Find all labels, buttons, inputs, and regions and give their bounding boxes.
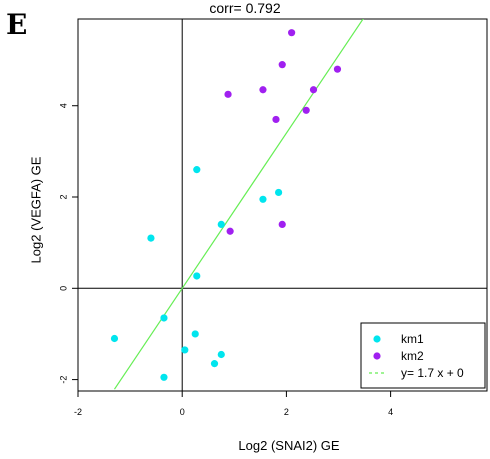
km2-point [259,86,267,94]
legend-label-km2: km2 [401,349,424,363]
km1-point [210,360,219,368]
km1-point [193,272,201,280]
legend-label-km1: km1 [401,332,424,346]
legend-label-fit: y= 1.7 x + 0 [401,366,464,380]
km1-point [259,195,267,203]
km2-point [302,106,310,114]
y-tick-label: -2 [58,376,68,384]
km1-point [274,188,283,197]
legend-marker-km2 [373,352,381,360]
km2-point [224,90,232,98]
km1-point [217,350,225,359]
km2-point [333,65,342,73]
km1-point [110,334,119,343]
legend-marker-km1 [373,335,381,343]
km1-point [193,166,201,174]
x-tick-label: -2 [74,407,82,417]
y-tick-label: 4 [58,103,68,108]
y-axis-label: Log2 (VEGFA) GE [28,156,44,264]
km1-point [160,314,168,322]
km1-point [160,373,168,381]
km2-point [278,220,286,228]
panel-label: E [6,8,28,41]
km1-point [191,330,199,338]
x-tick-label: 0 [180,407,185,417]
km1-point [181,346,189,354]
km2-point [272,115,280,124]
y-tick-label: 0 [58,286,68,291]
x-tick-label: 4 [388,407,393,417]
x-axis-label: Log2 (SNAI2) GE [238,438,340,453]
y-tick-label: 2 [58,195,68,200]
chart-title: corr= 0.792 [209,0,281,16]
x-tick-label: 2 [284,407,289,417]
km2-point [278,61,286,69]
km1-point [217,220,225,228]
plot-frame [77,18,488,392]
regression-line [113,19,364,390]
km2-point [309,86,318,94]
km2-point [288,29,296,37]
legend-box [360,322,486,389]
km2-point [226,227,234,235]
km1-point [147,234,155,242]
